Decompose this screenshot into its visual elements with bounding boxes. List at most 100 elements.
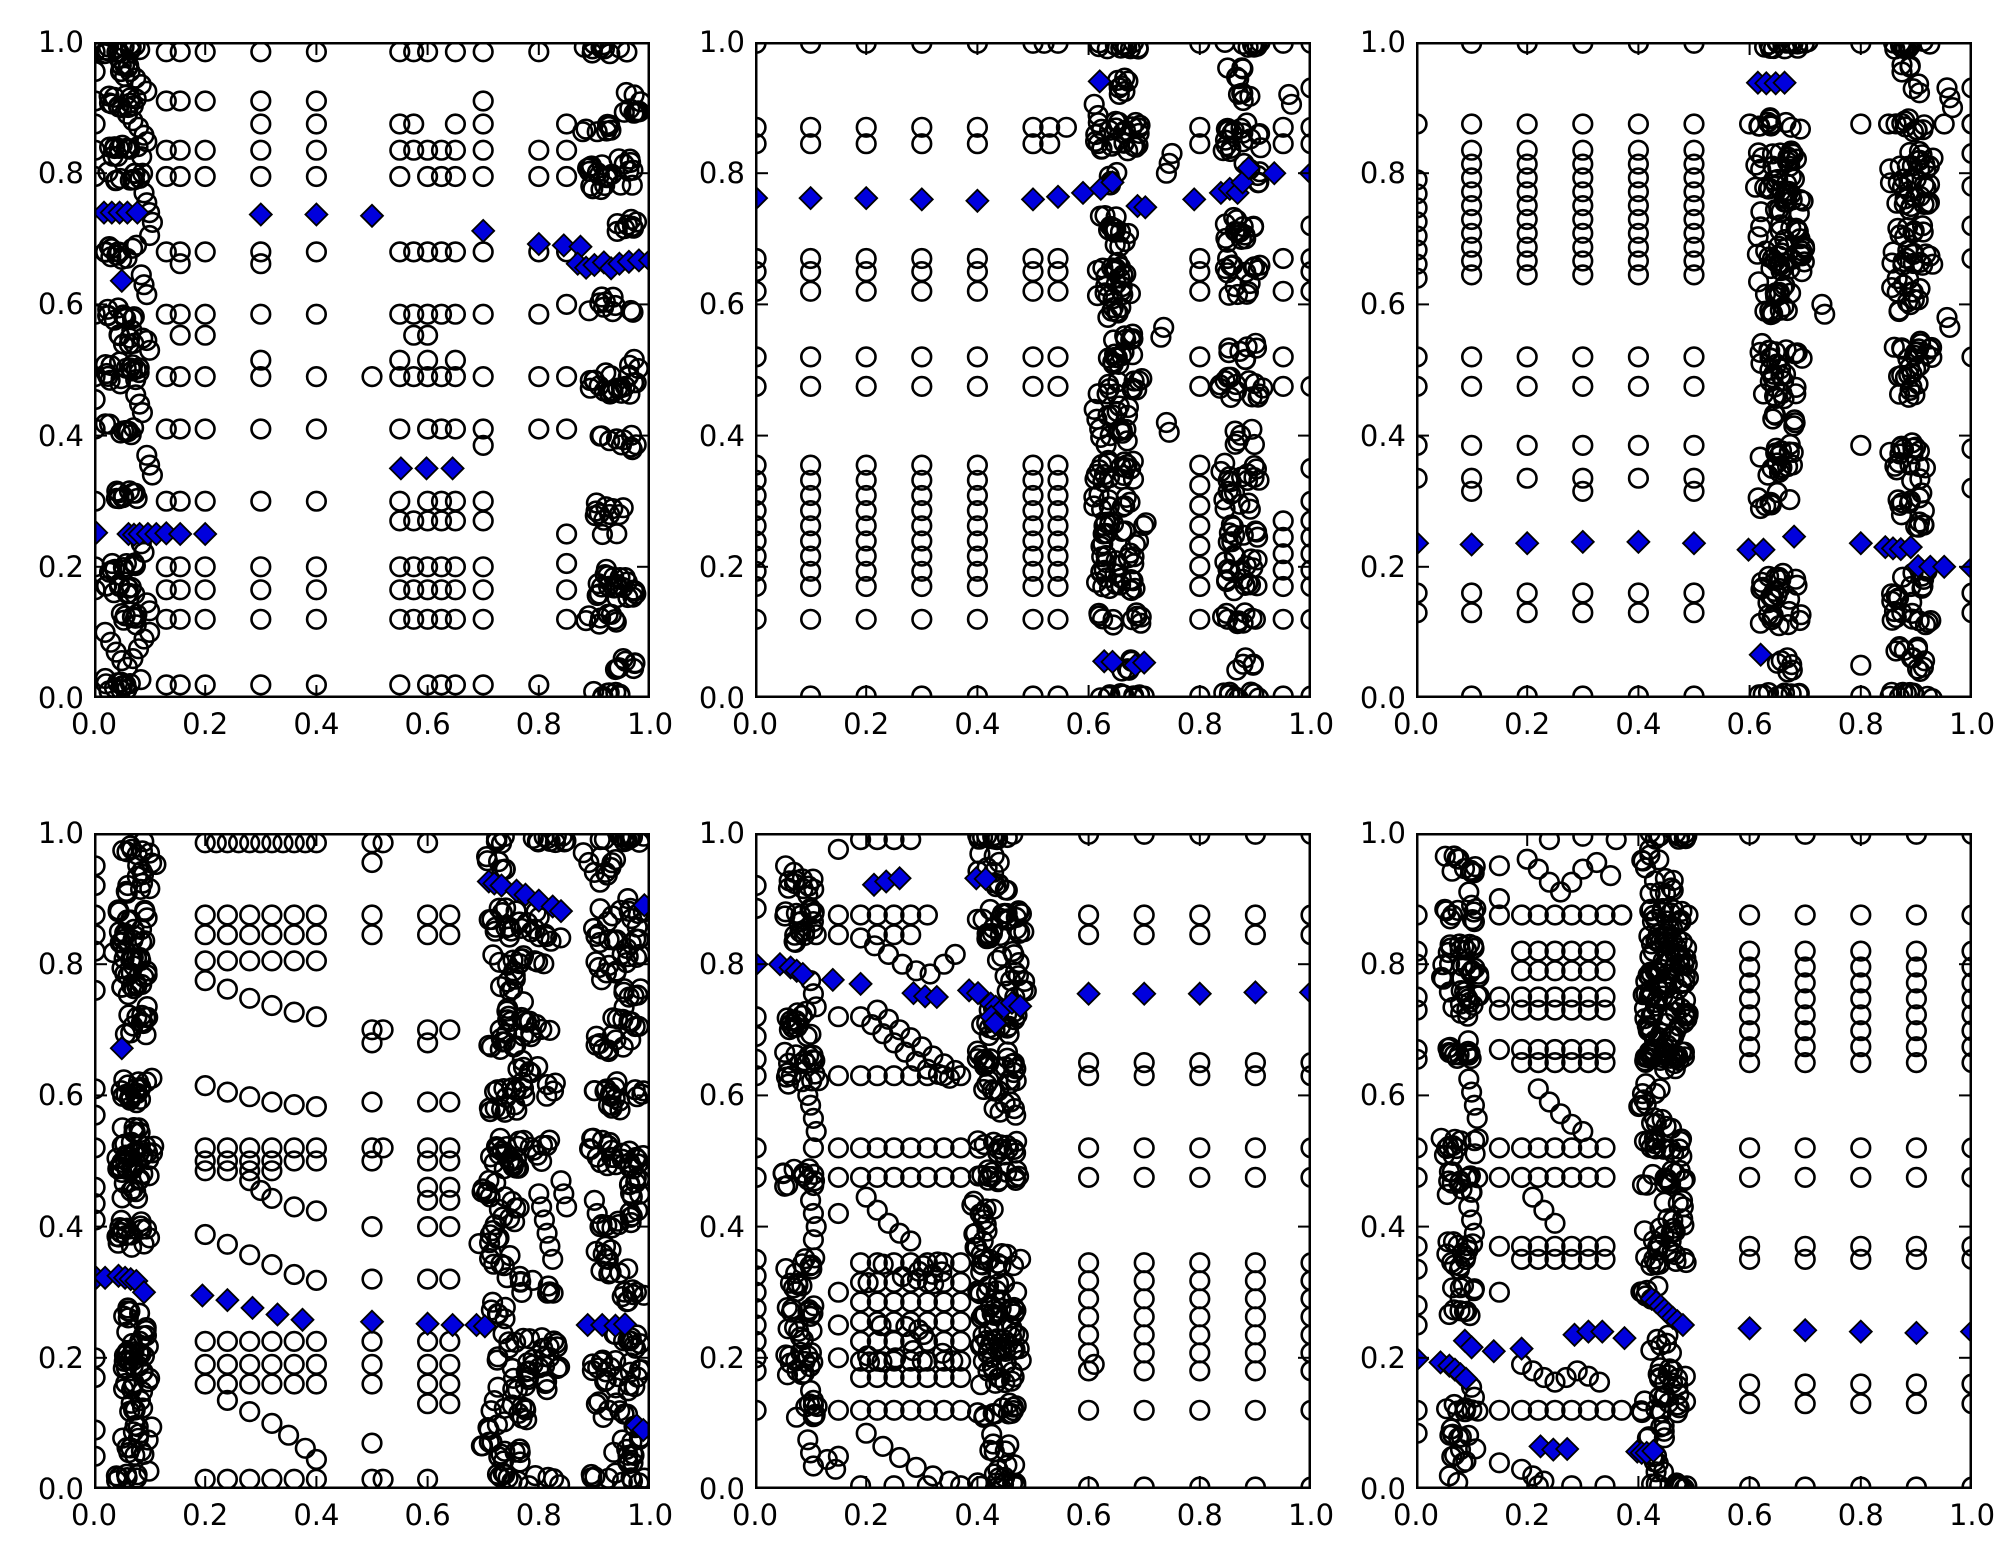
circle-marker xyxy=(1460,222,1483,244)
x-tick-label: 0.4 xyxy=(1615,707,1662,741)
circle-marker xyxy=(1458,1068,1480,1090)
circle-marker xyxy=(784,924,806,946)
circle-marker xyxy=(261,1468,283,1489)
circle-marker xyxy=(799,280,822,302)
circle-marker xyxy=(430,674,453,696)
circle-marker xyxy=(950,1065,972,1087)
circle-marker xyxy=(911,484,933,507)
circle-marker xyxy=(1439,1424,1461,1446)
circle-marker xyxy=(1047,280,1069,302)
x-tick-label: 0.2 xyxy=(1504,707,1551,741)
circle-marker xyxy=(120,1236,143,1258)
circle-marker xyxy=(1544,1212,1566,1234)
circle-marker xyxy=(1594,1052,1616,1074)
circle-marker xyxy=(1683,113,1705,135)
circle-marker xyxy=(389,674,411,696)
circle-marker xyxy=(194,1137,216,1159)
circle-marker xyxy=(799,560,822,582)
circle-marker xyxy=(1891,492,1913,514)
circle-marker xyxy=(1794,940,1816,962)
circle-marker xyxy=(261,1137,283,1159)
circle-marker xyxy=(1611,904,1633,926)
circle-marker xyxy=(1627,467,1649,489)
diamond-marker xyxy=(612,1312,638,1337)
diamond-marker xyxy=(1737,1316,1762,1341)
circle-marker xyxy=(780,1013,802,1035)
y-tick-label: 0.6 xyxy=(1359,1078,1406,1113)
diamonds-layer xyxy=(755,866,1311,1036)
diamond-marker xyxy=(109,268,135,294)
diamond-marker xyxy=(1100,649,1125,675)
circle-marker xyxy=(389,490,411,512)
circle-marker xyxy=(1961,988,1972,1010)
circle-marker xyxy=(981,1423,1003,1446)
circle-marker xyxy=(1189,280,1211,302)
circle-marker xyxy=(1189,1065,1211,1087)
circle-marker xyxy=(1760,113,1782,135)
circle-marker xyxy=(205,833,227,854)
circle-marker xyxy=(871,1351,893,1373)
circle-marker xyxy=(1488,1399,1510,1421)
circle-marker xyxy=(283,950,305,972)
circle-marker xyxy=(827,1399,849,1421)
circle-marker xyxy=(1460,1209,1483,1231)
circle-marker xyxy=(496,971,518,993)
circle-marker xyxy=(1779,433,1801,456)
circle-marker xyxy=(604,658,627,681)
circle-marker xyxy=(797,1084,819,1106)
y-tick-label: 0.4 xyxy=(1359,418,1406,453)
circle-marker xyxy=(439,1176,461,1198)
circle-marker xyxy=(1627,346,1649,368)
circle-marker xyxy=(1088,42,1110,58)
circle-marker xyxy=(1961,142,1972,165)
circle-marker xyxy=(444,608,467,630)
diamond-marker xyxy=(1509,1336,1534,1361)
circle-marker xyxy=(866,1199,888,1221)
circle-marker xyxy=(1078,1052,1100,1074)
circle-marker xyxy=(550,927,572,949)
circle-marker xyxy=(1683,139,1705,161)
circle-marker xyxy=(1627,236,1649,258)
circle-marker xyxy=(1909,278,1931,300)
circle-marker xyxy=(261,904,283,926)
circle-marker xyxy=(1114,80,1136,103)
circle-marker xyxy=(250,833,272,854)
circle-marker xyxy=(361,1032,383,1054)
circle-marker xyxy=(417,1137,439,1159)
circle-marker xyxy=(1047,261,1069,283)
circle-marker xyxy=(1460,167,1483,189)
circle-marker xyxy=(1133,1342,1155,1364)
circle-marker xyxy=(849,1065,872,1087)
circle-marker xyxy=(417,139,439,161)
circle-marker xyxy=(799,1355,821,1378)
circle-marker xyxy=(444,674,467,696)
circle-marker xyxy=(444,579,467,601)
circle-marker xyxy=(504,1211,526,1233)
circle-marker xyxy=(1895,247,1918,269)
diamond-marker xyxy=(548,898,574,924)
circle-marker xyxy=(615,952,638,974)
circle-marker xyxy=(1550,881,1572,903)
circle-marker xyxy=(1763,580,1785,603)
circle-marker xyxy=(1683,167,1705,189)
circle-marker xyxy=(472,418,494,440)
circle-marker xyxy=(169,608,191,630)
circle-marker xyxy=(439,1150,461,1172)
circle-marker xyxy=(1488,1452,1510,1474)
circle-marker xyxy=(111,976,133,998)
circle-marker xyxy=(1850,1020,1872,1042)
circle-marker xyxy=(389,303,411,325)
x-tick-label: 0.6 xyxy=(404,707,451,741)
circle-marker xyxy=(556,366,578,388)
circle-marker xyxy=(1488,1281,1510,1303)
circle-marker xyxy=(1907,289,1929,311)
diamond-marker xyxy=(1131,981,1157,1006)
diamond-marker xyxy=(190,1283,215,1308)
circle-marker xyxy=(250,579,272,601)
circle-marker xyxy=(250,113,272,135)
circle-marker xyxy=(1228,68,1250,90)
circle-marker xyxy=(966,515,988,537)
circle-marker xyxy=(1516,153,1538,175)
circle-marker xyxy=(439,1393,461,1415)
circle-marker xyxy=(389,579,411,601)
